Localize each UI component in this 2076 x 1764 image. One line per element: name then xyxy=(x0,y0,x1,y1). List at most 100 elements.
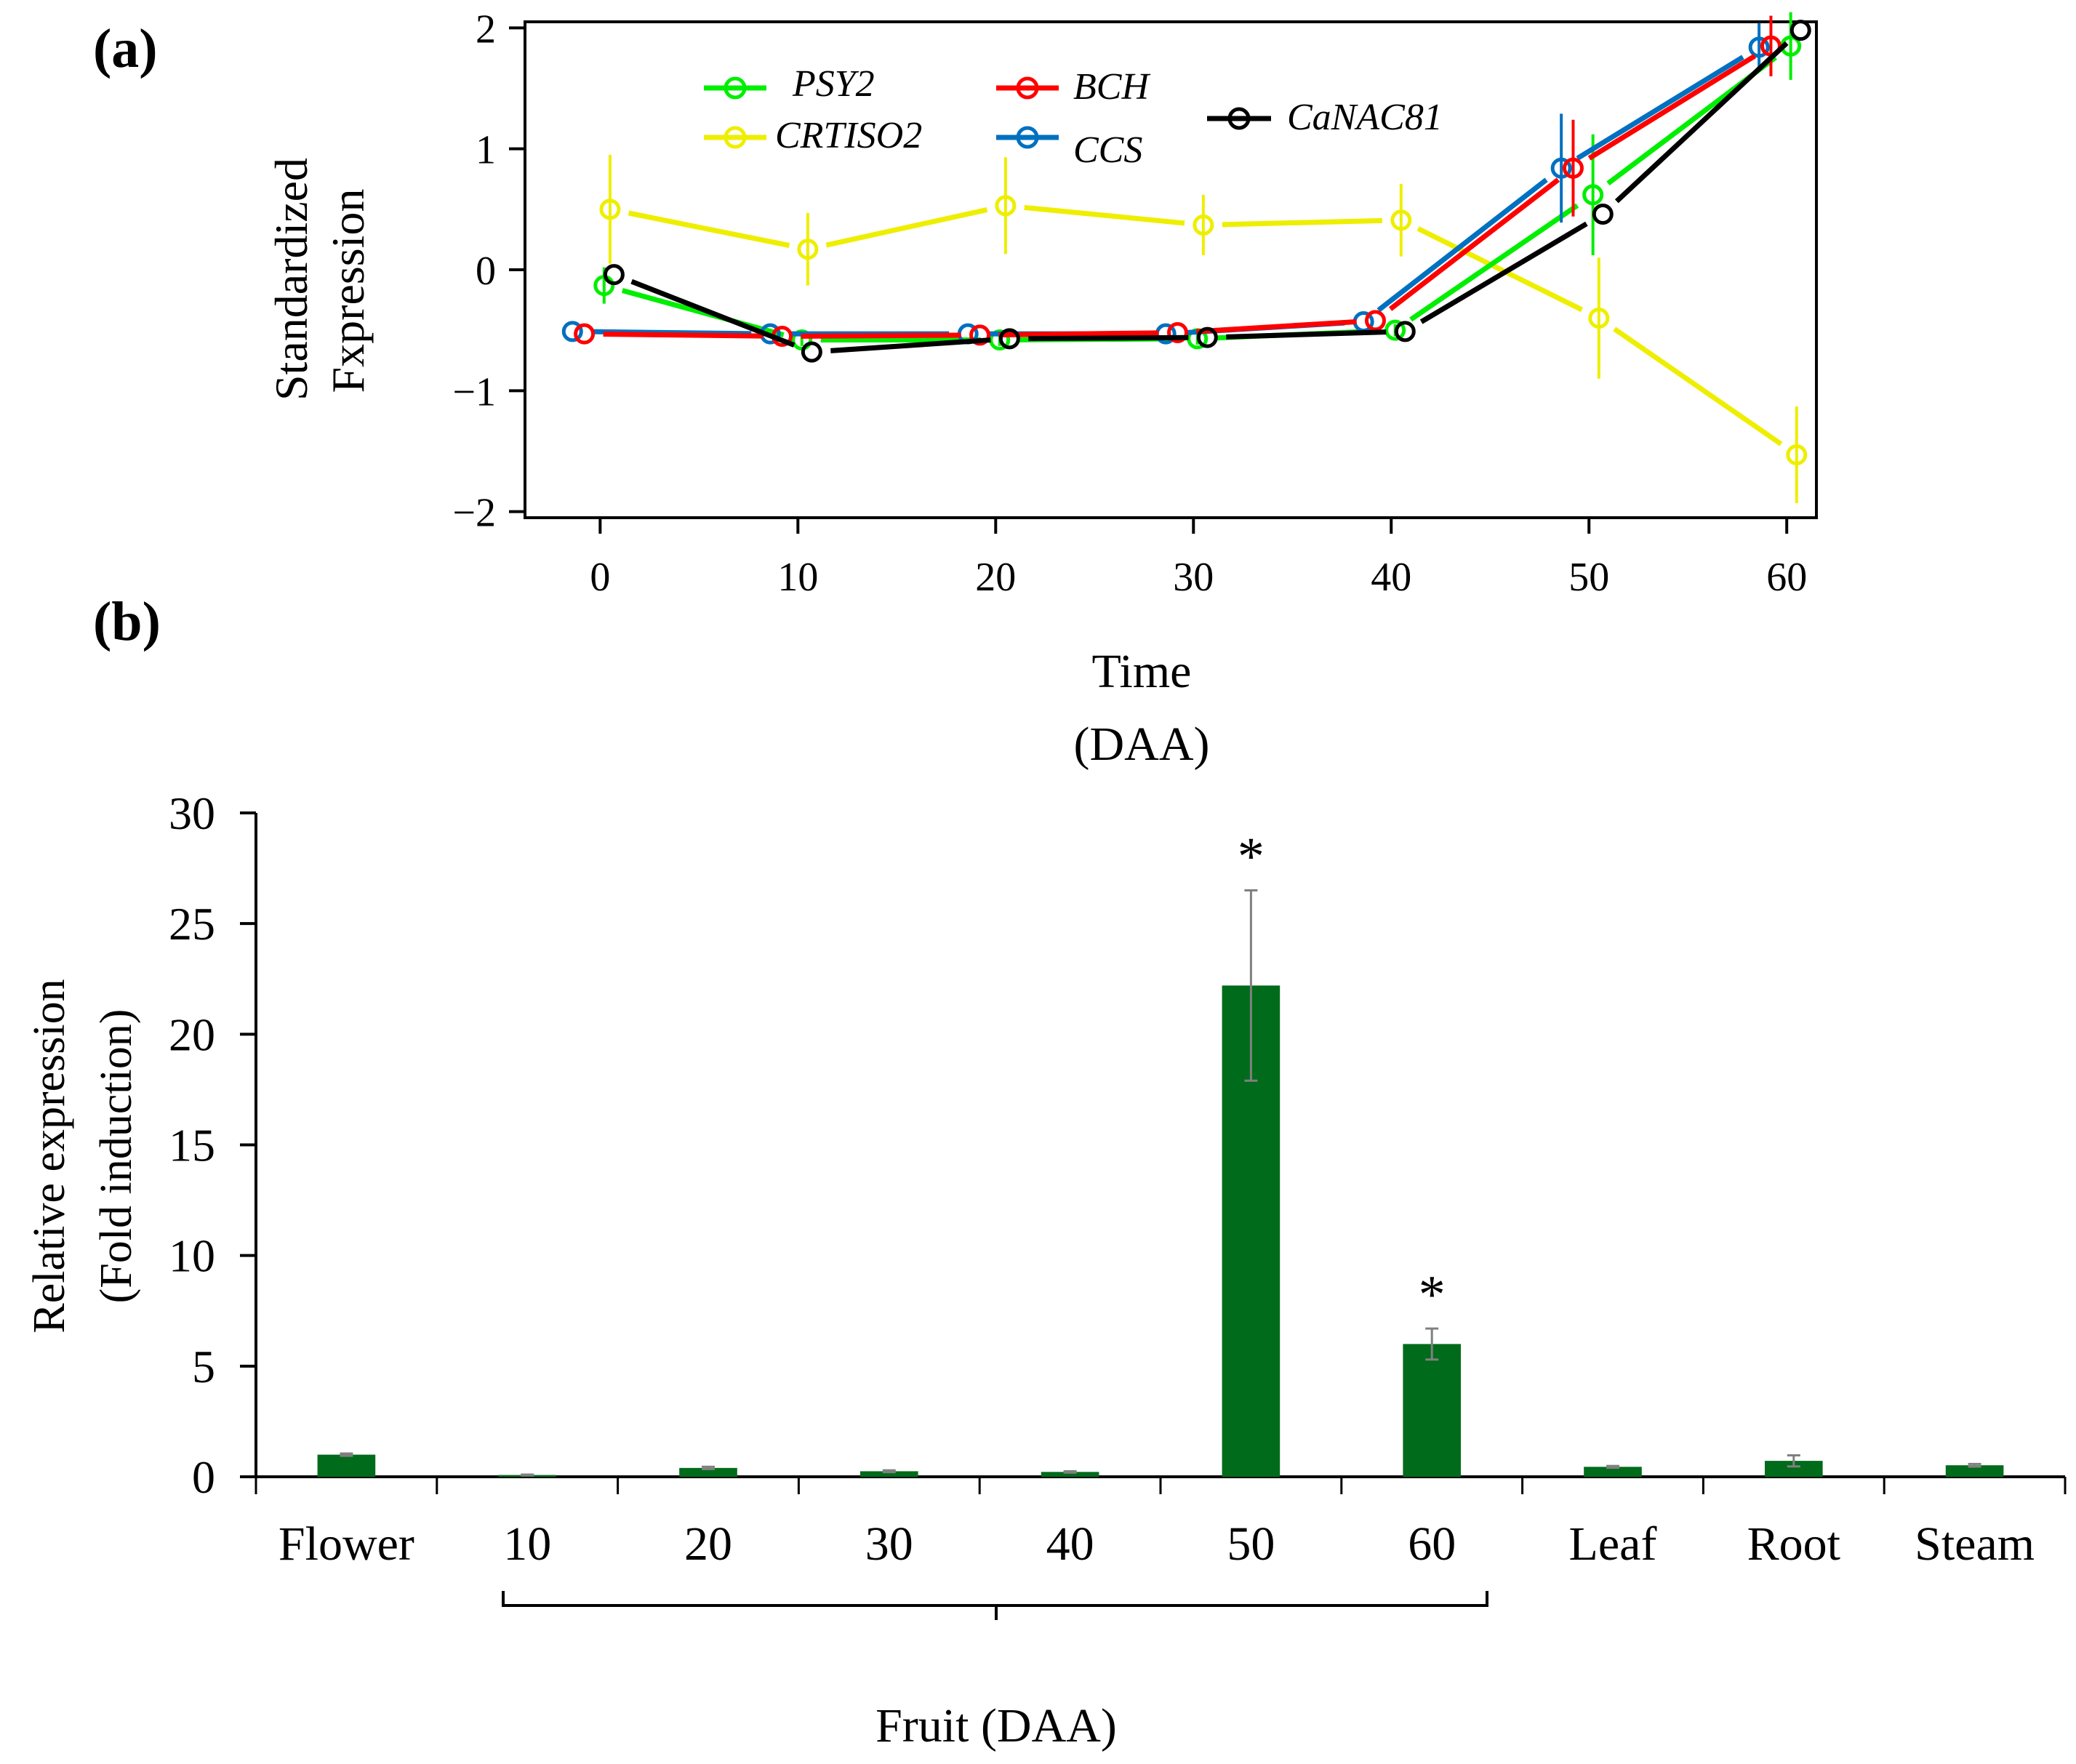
fruit-group-bracket xyxy=(502,1591,1488,1620)
bar-group-steam: Steam xyxy=(1915,1462,2035,1571)
bar-60 xyxy=(1403,1344,1462,1477)
bar-root xyxy=(1764,1461,1823,1477)
panel-a-ytick-label: −1 xyxy=(452,369,496,414)
series-segment-bch xyxy=(998,330,1159,338)
legend-marker-crtiso2 xyxy=(724,126,747,149)
legend-label-canac81: CaNAC81 xyxy=(1287,97,1443,138)
significance-mark-60: * xyxy=(1419,1265,1446,1325)
panel-b-ytick-label: 15 xyxy=(169,1120,215,1171)
series-segment-canac81 xyxy=(1419,221,1588,324)
panel-a-axes: 210−1−20 10 20 30 40 50 60 xyxy=(452,7,1807,600)
point-crtiso2 xyxy=(599,199,621,220)
category-label-leaf: Leaf xyxy=(1569,1518,1657,1571)
panel-a-xlabel: Time xyxy=(1092,645,1192,698)
point-ccs xyxy=(1550,157,1572,179)
point-bch xyxy=(1167,321,1189,343)
series-segment-bch xyxy=(1587,53,1757,161)
bar-steam xyxy=(1945,1465,2004,1477)
panel-a-xtick-label: 50 xyxy=(1568,555,1609,600)
bar-flower xyxy=(317,1454,376,1477)
point-canac81 xyxy=(1790,20,1811,41)
panel-a-xtick-label: 0 xyxy=(590,555,610,600)
bar-group-10: 10 xyxy=(498,1473,557,1571)
panel-b-ylabel-line2: (Fold induction) xyxy=(92,1009,141,1304)
category-label-30: 30 xyxy=(865,1518,913,1571)
point-crtiso2 xyxy=(1588,308,1610,329)
category-label-40: 40 xyxy=(1046,1518,1094,1571)
legend-label-psy2: PSY2 xyxy=(792,63,875,105)
panel-a-ylabel: Standardized Fxpression xyxy=(265,158,374,401)
point-canac81 xyxy=(1196,326,1218,348)
legend-entry-ccs: CCS xyxy=(996,126,1142,171)
panel-a-xtick-label: 40 xyxy=(1371,555,1411,600)
point-bch xyxy=(1562,157,1584,179)
panel-a-ytick-label: 1 xyxy=(476,128,496,173)
legend-marker-psy2 xyxy=(724,76,747,100)
point-bch xyxy=(574,323,596,345)
series-segment-canac81 xyxy=(630,278,795,348)
point-canac81 xyxy=(1394,321,1416,342)
point-canac81 xyxy=(1592,203,1614,225)
series-segment-crtiso2 xyxy=(825,207,988,248)
bar-group-flower: Flower xyxy=(278,1452,414,1571)
panel-b-ytick-label: 30 xyxy=(169,787,215,839)
panel-b-ylabel-line1: Relative expression xyxy=(25,979,74,1333)
legend-entry-crtiso2: CRTISO2 xyxy=(704,115,922,156)
series-canac81 xyxy=(603,20,1811,363)
bar-30 xyxy=(859,1471,918,1477)
series-segment-crtiso2 xyxy=(1613,326,1783,446)
point-crtiso2 xyxy=(995,195,1017,217)
bar-group-40: 40 xyxy=(1041,1470,1099,1571)
category-label-root: Root xyxy=(1747,1518,1840,1571)
point-crtiso2 xyxy=(1786,444,1808,466)
series-psy2 xyxy=(593,12,1802,350)
panel-a: (a) 210−1−20 10 20 30 40 50 60 PSY2 CRTISO2 BC… xyxy=(93,7,1818,771)
legend-label-ccs: CCS xyxy=(1073,129,1142,171)
point-psy2 xyxy=(1384,319,1406,341)
bar-group-20: 20 xyxy=(679,1465,737,1571)
point-bch xyxy=(969,324,991,346)
series-segment-bch xyxy=(1196,318,1357,334)
bar-group-root: Root xyxy=(1747,1454,1840,1571)
point-psy2 xyxy=(989,329,1011,350)
legend-label-bch: BCH xyxy=(1073,66,1150,108)
fruit-group-label: Fruit (DAA) xyxy=(875,1699,1117,1752)
panel-a-xlabel-sub: (DAA) xyxy=(1074,718,1210,771)
panel-a-frame xyxy=(524,20,1818,519)
bar-20 xyxy=(679,1467,737,1477)
fruit-bracket-line xyxy=(502,1591,1488,1620)
panel-a-xtick-label: 20 xyxy=(975,555,1016,600)
series-segment-canac81 xyxy=(1028,334,1189,342)
point-ccs xyxy=(561,321,583,342)
panel-b-ytick-label: 5 xyxy=(192,1341,215,1392)
panel-b-ytick-label: 20 xyxy=(169,1009,215,1060)
panel-a-ylabel-line2: Fxpression xyxy=(322,189,374,393)
series-segment-bch xyxy=(801,332,961,339)
bar-group-leaf: Leaf xyxy=(1569,1464,1657,1571)
series-segment-psy2 xyxy=(1409,203,1579,322)
legend-entry-psy2: PSY2 xyxy=(704,63,875,105)
series-segment-canac81 xyxy=(1226,329,1387,340)
series-segment-ccs xyxy=(1376,177,1548,313)
panel-b-label: (b) xyxy=(93,591,161,652)
panel-b-ytick-label: 10 xyxy=(169,1230,215,1282)
series-segment-crtiso2 xyxy=(628,210,790,249)
series-segment-crtiso2 xyxy=(1024,204,1185,226)
point-canac81 xyxy=(801,341,822,363)
point-crtiso2 xyxy=(797,238,819,260)
panel-a-ytick-label: 0 xyxy=(476,249,496,294)
series-segment-bch xyxy=(603,331,764,339)
legend-marker-bch xyxy=(1016,76,1039,100)
category-label-50: 50 xyxy=(1227,1518,1275,1571)
series-segment-crtiso2 xyxy=(1222,217,1382,228)
bar-group-30: 30 xyxy=(859,1469,918,1571)
series-segment-crtiso2 xyxy=(1416,226,1584,313)
legend-entry-canac81: CaNAC81 xyxy=(1207,97,1443,138)
point-canac81 xyxy=(998,328,1020,350)
legend-entry-bch: BCH xyxy=(996,66,1150,108)
point-crtiso2 xyxy=(1193,214,1214,236)
category-label-20: 20 xyxy=(684,1518,732,1571)
panel-b-axes: 0 5 10 15 20 25 30 xyxy=(169,787,2067,1503)
panel-b-bars: Flower 10 20 30 40 * 50 * 60 Leaf Root Steam xyxy=(278,827,2035,1571)
panel-b-ytick-label: 25 xyxy=(169,898,215,950)
